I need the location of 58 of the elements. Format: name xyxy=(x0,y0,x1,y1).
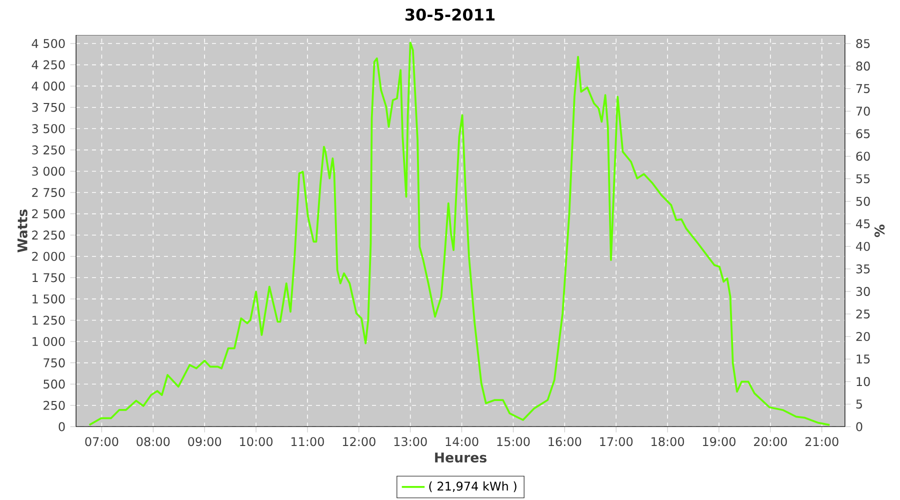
x-tick-label: 17:00 xyxy=(600,437,633,446)
y2-axis-title: % xyxy=(874,224,885,238)
y2-tick-label: 75 xyxy=(856,84,870,94)
x-tick-label: 08:00 xyxy=(136,437,170,446)
y2-tick-label: 35 xyxy=(856,264,870,274)
x-tick-label: 11:00 xyxy=(292,437,324,446)
y2-tick-label: 50 xyxy=(856,196,870,206)
y-tick-label: 4 250 xyxy=(32,60,65,70)
y2-tick-label: 55 xyxy=(856,174,870,184)
y-tick-label: 750 xyxy=(44,358,65,368)
x-tick-label: 16:00 xyxy=(548,437,582,446)
x-tick-label: 21:00 xyxy=(805,437,838,446)
y-tick-label: 1 000 xyxy=(32,336,65,346)
x-tick-label: 07:00 xyxy=(85,437,118,446)
y-tick-label: 2 000 xyxy=(32,252,65,261)
x-tick-label: 18:00 xyxy=(652,437,684,446)
x-tick-label: 13:00 xyxy=(394,437,427,446)
y2-tick-label: 0 xyxy=(856,422,862,432)
line-series xyxy=(88,42,831,426)
x-tick-label: 14:00 xyxy=(446,437,478,446)
y2-tick-label: 15 xyxy=(856,354,870,364)
y2-tick-label: 60 xyxy=(856,152,870,161)
y2-tick-label: 65 xyxy=(856,129,870,138)
y-tick-label: 250 xyxy=(44,400,65,410)
y-tick-label: 3 250 xyxy=(32,145,65,154)
y-tick-label: 2 750 xyxy=(32,188,65,198)
y2-tick-label: 70 xyxy=(856,106,870,116)
y-tick-label: 1 500 xyxy=(32,294,65,304)
x-tick-label: 12:00 xyxy=(342,437,376,446)
y-tick-label: 500 xyxy=(44,380,65,389)
y2-tick-label: 85 xyxy=(856,39,870,48)
y2-tick-label: 45 xyxy=(856,219,870,228)
y2-tick-label: 10 xyxy=(856,377,870,386)
y-tick-label: 2 500 xyxy=(32,209,65,218)
y-tick-label: 1 750 xyxy=(32,273,65,282)
chart-title: 30-5-2011 xyxy=(405,8,495,21)
y2-tick-label: 30 xyxy=(856,286,870,296)
y-tick-label: 1 250 xyxy=(32,316,65,325)
x-axis-title: Heures xyxy=(435,452,487,463)
legend-label: ( 21,974 kWh ) xyxy=(429,481,516,492)
y2-tick-label: 80 xyxy=(856,62,870,71)
y2-tick-label: 25 xyxy=(856,309,870,319)
y-axis-title: Watts xyxy=(18,209,28,252)
y2-tick-label: 20 xyxy=(856,332,870,342)
x-tick-label: 19:00 xyxy=(703,437,736,446)
y-tick-label: 4 000 xyxy=(32,82,65,91)
y2-tick-label: 40 xyxy=(856,242,870,251)
y-tick-label: 3 000 xyxy=(32,166,65,176)
y-tick-label: 3 500 xyxy=(32,124,65,134)
x-tick-label: 15:00 xyxy=(497,437,530,446)
y2-tick-label: 5 xyxy=(856,400,862,409)
x-tick-label: 09:00 xyxy=(188,437,222,446)
x-tick-label: 10:00 xyxy=(240,437,273,446)
x-tick-label: 20:00 xyxy=(754,437,787,446)
y-tick-label: 2 250 xyxy=(32,230,65,240)
y-tick-label: 4 500 xyxy=(32,38,65,48)
y-tick-label: 3 750 xyxy=(32,102,65,112)
y-tick-label: 0 xyxy=(58,422,65,432)
